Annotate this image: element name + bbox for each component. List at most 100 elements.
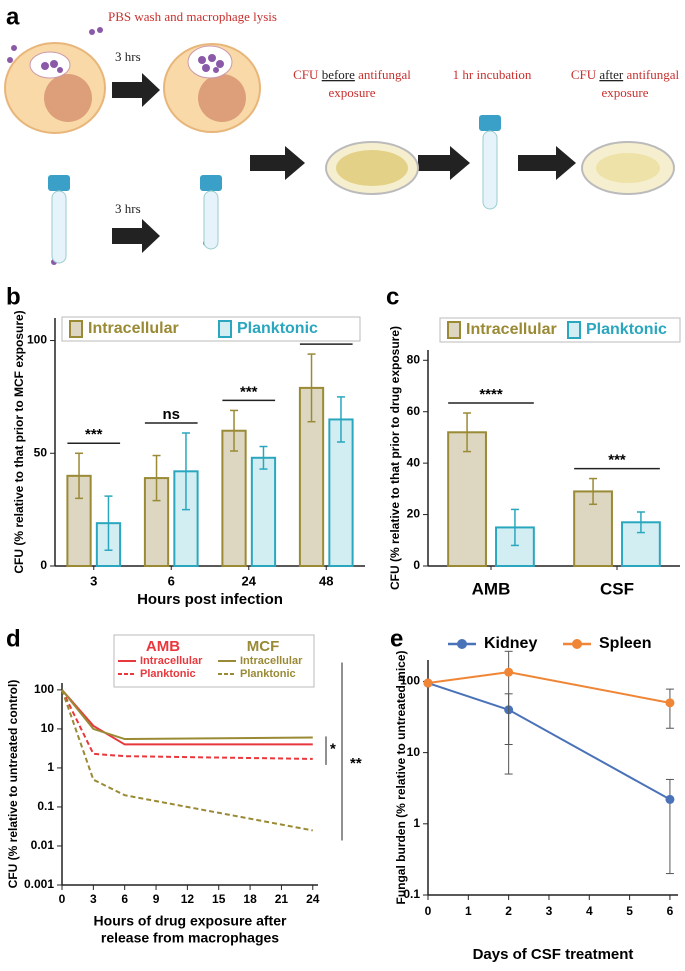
series-line [61,689,313,741]
y-tick-label: 0.1 [403,887,420,901]
legend-box [439,317,681,343]
y-tick-label: 1 [47,760,54,774]
legend-marker [457,639,467,649]
x-tick-label: 9 [153,892,160,906]
legend-label: Planktonic [140,668,196,680]
series-line [427,682,671,801]
legend-swatch [447,321,461,339]
legend-label: Kidney [484,635,537,652]
legend-label: Planktonic [586,321,667,338]
step-label: 1 hr incubation [453,67,532,82]
y-tick-label: 60 [407,404,421,418]
text: CFU [571,67,597,82]
nucleus [44,74,92,122]
legend-swatch [69,320,83,338]
y-axis-label: CFU (% relative to that prior to MCF exp… [12,310,26,573]
panel-label: a [6,3,20,30]
legend-box [113,634,315,688]
x-tick-label: 24 [306,892,320,906]
x-tick-label: AMB [472,579,511,598]
text: after [599,67,623,82]
legend-label: Intracellular [88,320,179,337]
legend-label: Spleen [599,635,651,652]
tubes [48,115,501,264]
error-bar [665,688,674,729]
legend-label: Intracellular [240,655,303,667]
text: before [322,67,355,82]
y-tick-label: 0 [40,558,47,572]
error-bar [152,454,161,502]
step-label: CFU after antifungal [571,67,680,82]
y-tick-label: 100 [34,682,54,696]
x-tick-label: 3 [546,904,553,918]
y-tick-label: 50 [34,445,48,459]
x-tick-label: 4 [586,904,593,918]
error-bar [510,508,519,547]
y-axis-label: CFU (% relative to that prior to drug ex… [388,326,402,590]
time-label: 3 hrs [115,201,141,216]
x-tick-label: 18 [243,892,257,906]
legend-label: Intracellular [140,655,203,667]
y-tick-label: 10 [41,721,55,735]
legend-label: Planktonic [237,320,318,337]
x-axis-label: Hours of drug exposure after [94,913,287,929]
legend-label: Intracellular [466,321,557,338]
error-bar [181,432,190,511]
legend-swatch [567,321,581,339]
step-label: PBS wash and macrophage lysis [108,9,277,24]
point [423,678,433,688]
panel-label: d [6,625,21,652]
significance-label: *** [240,383,258,400]
y-tick-label: 100 [27,333,47,347]
y-tick-label: 20 [407,507,421,521]
x-tick-label: 3 [90,573,97,588]
vacuole [187,45,233,79]
significance-label: *** [85,426,103,443]
y-axis-label: Fungal burden (% relative to untreated m… [394,650,408,904]
y-tick-label: 0.01 [31,838,55,852]
error-bar [75,452,84,500]
step-label: exposure [602,85,649,100]
arrows [112,73,576,253]
x-tick-label: 0 [59,892,66,906]
significance-label: ns [162,406,180,423]
x-tick-label: 6 [667,904,674,918]
error-bar [307,353,316,423]
y-tick-label: 100 [400,674,420,688]
y-axis-label: CFU (% relative to untreated control) [6,680,20,889]
x-tick-label: 6 [121,892,128,906]
point [665,698,675,708]
x-tick-label: 1 [465,904,472,918]
x-tick-label: 0 [425,904,432,918]
x-tick-label: CSF [600,579,634,598]
plates [325,141,675,195]
bar [447,431,487,567]
x-axis-label: release from macrophages [101,930,279,946]
x-tick-label: 48 [319,573,333,588]
x-tick-label: 24 [242,573,257,588]
error-bar [636,511,645,534]
panel-label: c [386,283,399,310]
significance-label: * [330,741,336,758]
vacuole [29,51,71,79]
text: antifungal [626,67,679,82]
y-tick-label: 40 [407,455,421,469]
y-tick-label: 1 [413,816,420,830]
x-tick-label: 12 [181,892,195,906]
error-bar [589,477,598,506]
x-tick-label: 15 [212,892,226,906]
error-bar [665,778,674,875]
series-line [61,689,313,746]
significance-label: **** [479,386,503,403]
series-line [61,689,313,760]
legend-marker [572,639,582,649]
significance-label: *** [608,452,626,469]
bar [250,456,277,568]
point [504,667,514,677]
panel-label: e [390,625,403,652]
point [665,794,675,804]
x-axis-label: Days of CSF treatment [473,946,634,963]
error-bar [336,396,345,443]
x-tick-label: 3 [90,892,97,906]
